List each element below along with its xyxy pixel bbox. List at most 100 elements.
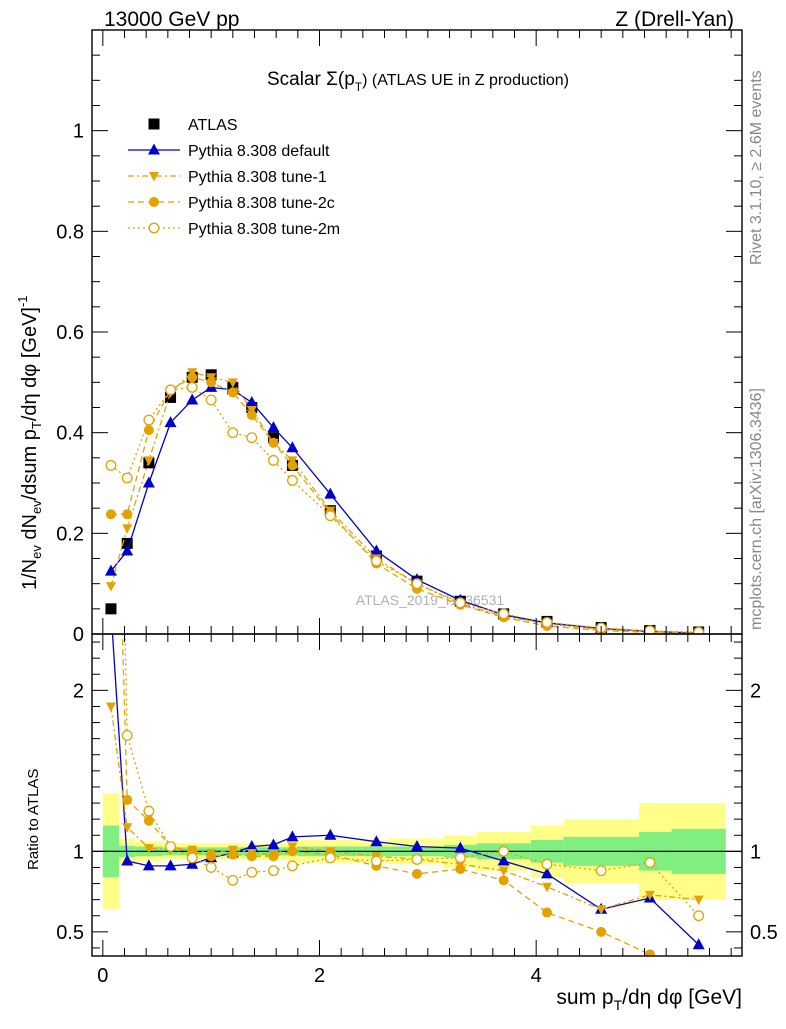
ratio-y-tick-label-left: 2 bbox=[73, 680, 84, 702]
ratio-point-pythia-8-308-tune-2m bbox=[454, 852, 466, 864]
ratio-point-pythia-8-308-default bbox=[286, 830, 299, 842]
ratio-point-pythia-8-308-tune-2m bbox=[246, 866, 258, 878]
plot-title: Scalar Σ(pT) (ATLAS UE in Z production) bbox=[267, 69, 569, 94]
ratio-point-pythia-8-308-tune-2m bbox=[286, 860, 298, 872]
ratio-point-pythia-8-308-tune-1 bbox=[596, 905, 607, 915]
legend-marker-pythia-8-308-tune-2m bbox=[148, 222, 160, 234]
ratio-point-pythia-8-308-default bbox=[497, 854, 510, 866]
ratio-y-tick-label-left: 0.5 bbox=[56, 922, 84, 944]
ratio-point-pythia-8-308-tune-2m bbox=[370, 855, 382, 867]
legend-item-pythia-8-308-default: Pythia 8.308 default bbox=[128, 143, 330, 160]
x-axis-label: sum pT/dη dφ [GeV] bbox=[556, 986, 742, 1013]
main-point-pythia-8-308-tune-2m bbox=[324, 510, 336, 522]
ratio-line-pythia-8-308-tune-2m bbox=[124, 634, 700, 917]
main-point-pythia-8-308-tune-2m bbox=[454, 597, 466, 609]
watermark: ATLAS_2019_I1736531 bbox=[356, 592, 505, 608]
main-point-pythia-8-308-tune-2m bbox=[105, 459, 117, 471]
main-series-pythia-8-308-tune-2m bbox=[105, 381, 705, 634]
legend-label-pythia-8-308-tune-2m: Pythia 8.308 tune-2m bbox=[188, 221, 340, 238]
ratio-point-pythia-8-308-tune-1 bbox=[105, 702, 116, 712]
ratio-point-pythia-8-308-tune-1 bbox=[693, 895, 704, 906]
x-tick-label: 0 bbox=[97, 965, 108, 987]
main-y-tick-label: 0 bbox=[73, 624, 84, 646]
main-point-pythia-8-308-tune-2c bbox=[246, 410, 257, 421]
ratio-frame bbox=[91, 633, 743, 957]
axes-layer: 0 2 4 0 0.2 0.4 0.6 0.8 1 0.5 0.5 1 1 2 2 bbox=[56, 29, 778, 987]
ratio-point-pythia-8-308-tune-2c bbox=[455, 864, 466, 875]
legend-marker-pythia-8-308-tune-1 bbox=[149, 172, 159, 182]
main-point-atlas bbox=[121, 537, 133, 549]
main-point-pythia-8-308-default bbox=[245, 395, 258, 407]
ratio-point-pythia-8-308-default bbox=[121, 854, 134, 866]
main-point-pythia-8-308-tune-2m bbox=[370, 555, 382, 567]
main-point-atlas bbox=[267, 432, 279, 444]
main-point-pythia-8-308-tune-2m bbox=[498, 608, 510, 620]
ratio-point-pythia-8-308-tune-2c bbox=[206, 851, 217, 862]
legend-marker-pythia-8-308-tune-2c bbox=[149, 197, 159, 207]
ratio-point-pythia-8-308-tune-2m bbox=[411, 853, 423, 865]
ratio-line-pythia-8-308-default bbox=[111, 634, 700, 946]
ratio-point-pythia-8-308-tune-2c bbox=[287, 846, 298, 857]
ratio-point-pythia-8-308-tune-2m bbox=[143, 805, 155, 817]
legend-item-atlas: ATLAS bbox=[148, 117, 238, 134]
main-point-pythia-8-308-tune-2m bbox=[205, 394, 217, 406]
x-tick-label: 4 bbox=[531, 965, 542, 987]
ratio-point-pythia-8-308-tune-2m bbox=[324, 852, 336, 864]
main-series-layer bbox=[104, 368, 705, 634]
ratio-point-pythia-8-308-tune-1 bbox=[122, 823, 133, 833]
main-point-pythia-8-308-default bbox=[186, 393, 199, 405]
rivet-label: Rivet 3.1.10, ≥ 2.6M events bbox=[748, 70, 765, 265]
ratio-point-pythia-8-308-tune-2m bbox=[541, 858, 553, 870]
main-point-pythia-8-308-default bbox=[142, 476, 155, 488]
ratio-point-pythia-8-308-tune-2c bbox=[542, 907, 552, 918]
ratio-point-pythia-8-308-tune-2c bbox=[106, 235, 116, 245]
ratio-point-pythia-8-308-tune-2m bbox=[268, 865, 279, 877]
legend-label-pythia-8-308-default: Pythia 8.308 default bbox=[188, 143, 330, 160]
ratio-point-pythia-8-308-tune-2m bbox=[121, 729, 133, 741]
main-point-pythia-8-308-tune-1 bbox=[105, 582, 116, 592]
legend-label-atlas: ATLAS bbox=[188, 117, 238, 134]
main-point-pythia-8-308-default bbox=[164, 416, 177, 428]
main-point-pythia-8-308-tune-2m bbox=[143, 414, 155, 426]
main-point-pythia-8-308-default bbox=[324, 487, 337, 499]
main-point-pythia-8-308-tune-1 bbox=[143, 456, 154, 466]
main-point-pythia-8-308-default bbox=[370, 544, 383, 556]
main-y-tick-label: 0.6 bbox=[56, 322, 84, 344]
ratio-point-pythia-8-308-tune-2c bbox=[246, 851, 257, 862]
main-y-tick-label: 0.8 bbox=[56, 221, 84, 243]
ratio-point-pythia-8-308-default bbox=[411, 840, 423, 852]
ratio-point-pythia-8-308-tune-1 bbox=[498, 866, 509, 877]
legend-item-pythia-8-308-tune-2c: Pythia 8.308 tune-2c bbox=[128, 195, 335, 212]
legend-label-pythia-8-308-tune-2c: Pythia 8.308 tune-2c bbox=[188, 195, 335, 212]
main-point-pythia-8-308-tune-2c bbox=[206, 377, 217, 388]
ratio-point-pythia-8-308-tune-2c bbox=[694, 962, 704, 972]
main-point-pythia-8-308-tune-2m bbox=[411, 578, 423, 590]
legend: ATLAS Pythia 8.308 default Pythia 8.308 tu… bbox=[128, 117, 340, 238]
ratio-point-pythia-8-308-default bbox=[245, 840, 258, 852]
x-tick-label: 2 bbox=[314, 965, 325, 987]
main-point-pythia-8-308-default bbox=[286, 441, 299, 453]
header-right: Z (Drell-Yan) bbox=[615, 8, 734, 31]
main-point-pythia-8-308-tune-2m bbox=[286, 475, 298, 486]
ratio-point-pythia-8-308-tune-2m bbox=[227, 874, 239, 886]
legend-item-pythia-8-308-tune-2m: Pythia 8.308 tune-2m bbox=[128, 221, 340, 238]
ratio-point-pythia-8-308-tune-2c bbox=[143, 815, 154, 826]
main-point-pythia-8-308-tune-2c bbox=[122, 509, 133, 520]
ratio-point-pythia-8-308-default bbox=[541, 867, 553, 879]
ratio-point-pythia-8-308-tune-2m bbox=[644, 857, 656, 869]
legend-item-pythia-8-308-tune-1: Pythia 8.308 tune-1 bbox=[128, 169, 327, 186]
ratio-point-pythia-8-308-default bbox=[454, 841, 467, 853]
main-point-pythia-8-308-tune-2m bbox=[541, 616, 553, 628]
main-point-pythia-8-308-tune-2m bbox=[165, 384, 176, 396]
main-point-pythia-8-308-tune-2m bbox=[268, 454, 279, 466]
ratio-point-pythia-8-308-tune-1 bbox=[143, 844, 154, 854]
ratio-y-tick-label-right: 1 bbox=[750, 841, 761, 863]
ratio-point-pythia-8-308-tune-2c bbox=[412, 868, 422, 879]
ratio-point-pythia-8-308-default bbox=[142, 859, 155, 871]
ratio-point-pythia-8-308-tune-2m bbox=[498, 845, 510, 857]
main-point-pythia-8-308-tune-2m bbox=[644, 625, 656, 634]
ratio-y-tick-label-right: 0.5 bbox=[750, 922, 778, 944]
ratio-point-pythia-8-308-tune-2m bbox=[205, 862, 217, 873]
main-point-pythia-8-308-tune-2m bbox=[246, 432, 258, 444]
